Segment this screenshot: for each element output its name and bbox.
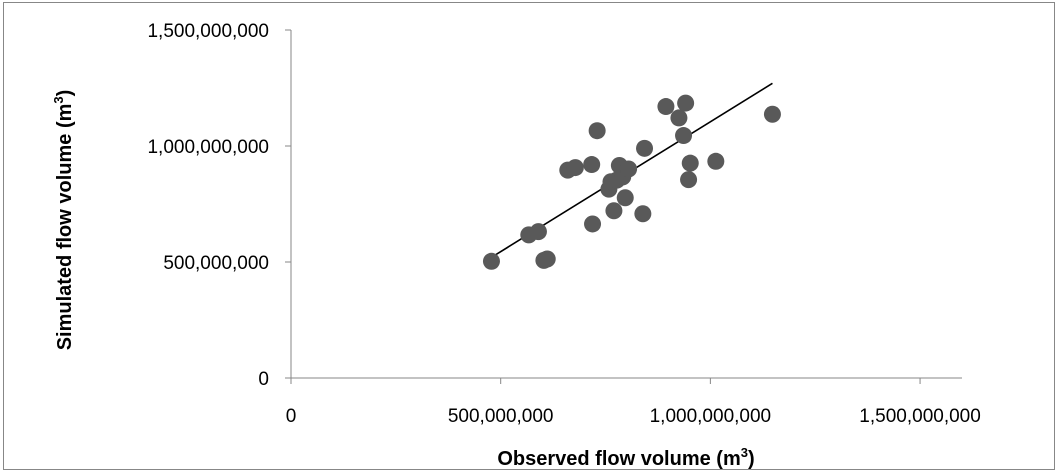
data-point <box>707 152 725 170</box>
data-point <box>675 127 693 145</box>
data-point <box>670 109 688 127</box>
data-points <box>482 94 781 270</box>
data-point <box>583 156 601 174</box>
x-tick-label: 1,500,000,000 <box>859 406 981 427</box>
data-point <box>620 160 638 178</box>
data-point <box>634 205 652 223</box>
data-point <box>657 98 675 116</box>
data-point <box>529 223 547 241</box>
y-axis-title: Simulated flow volume (m3) <box>51 90 76 351</box>
data-point <box>584 215 602 233</box>
x-tick-label: 0 <box>286 406 297 427</box>
axes <box>285 29 962 384</box>
x-tick-label: 500,000,000 <box>448 406 554 427</box>
y-tick-label: 500,000,000 <box>163 253 269 274</box>
data-point <box>538 250 556 268</box>
y-tick-label: 0 <box>258 369 269 390</box>
y-tick-label: 1,500,000,000 <box>147 21 269 42</box>
data-point <box>588 122 606 140</box>
data-point <box>636 139 654 157</box>
data-point <box>681 154 699 172</box>
data-point <box>680 171 698 189</box>
x-tick-label: 1,000,000,000 <box>650 406 772 427</box>
data-point <box>763 105 781 123</box>
data-point <box>616 189 634 207</box>
data-point <box>566 159 584 177</box>
tick-labels: 0 500,000,000 1,000,000,000 1,500,000,000 0 5… <box>147 21 980 427</box>
x-axis-title: Observed flow volume (m3) <box>497 445 754 470</box>
data-point <box>605 202 623 220</box>
data-point <box>482 252 500 270</box>
data-point <box>677 94 695 112</box>
y-tick-label: 1,000,000,000 <box>147 137 269 158</box>
